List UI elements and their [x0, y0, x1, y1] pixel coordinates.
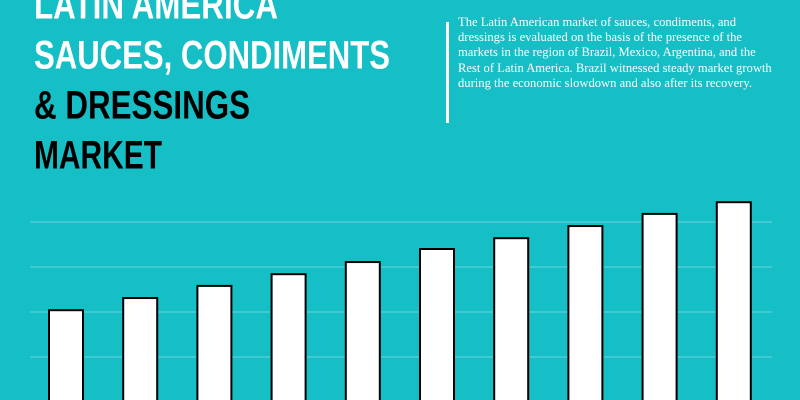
bar: [567, 225, 604, 400]
title-line: & DRESSINGS: [34, 84, 250, 128]
bar: [419, 248, 455, 400]
bar: [493, 237, 530, 400]
bar: [270, 273, 307, 400]
description-rule: [446, 22, 449, 123]
description: The Latin American market of sauces, con…: [458, 15, 772, 90]
bar: [715, 201, 752, 400]
title-line: LATIN AMERICA: [34, 0, 278, 28]
bar: [196, 284, 233, 400]
bar: [48, 309, 84, 400]
bar: [344, 261, 381, 400]
title-line: MARKET: [34, 134, 162, 178]
bar: [122, 297, 159, 400]
bar: [641, 212, 678, 400]
title-line: SAUCES, CONDIMENTS: [34, 34, 390, 78]
